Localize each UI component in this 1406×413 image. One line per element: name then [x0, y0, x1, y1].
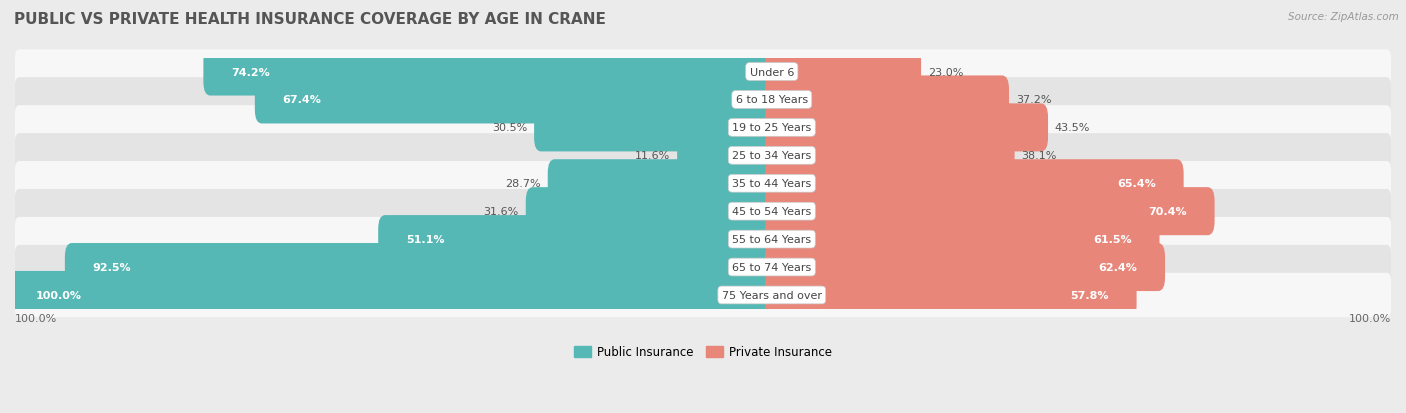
FancyBboxPatch shape — [378, 216, 779, 263]
FancyBboxPatch shape — [254, 76, 779, 124]
FancyBboxPatch shape — [765, 160, 1184, 208]
FancyBboxPatch shape — [15, 217, 1391, 262]
Text: 75 Years and over: 75 Years and over — [721, 290, 821, 300]
Text: Source: ZipAtlas.com: Source: ZipAtlas.com — [1288, 12, 1399, 22]
FancyBboxPatch shape — [526, 188, 779, 236]
Text: 100.0%: 100.0% — [1348, 313, 1391, 323]
FancyBboxPatch shape — [765, 188, 1215, 236]
Text: 19 to 25 Years: 19 to 25 Years — [733, 123, 811, 133]
FancyBboxPatch shape — [765, 216, 1160, 263]
FancyBboxPatch shape — [8, 271, 779, 319]
FancyBboxPatch shape — [204, 48, 779, 96]
Text: 100.0%: 100.0% — [15, 313, 58, 323]
FancyBboxPatch shape — [548, 160, 779, 208]
Text: 92.5%: 92.5% — [93, 262, 131, 273]
FancyBboxPatch shape — [15, 106, 1391, 150]
Text: 35 to 44 Years: 35 to 44 Years — [733, 179, 811, 189]
Text: 51.1%: 51.1% — [406, 235, 444, 244]
FancyBboxPatch shape — [765, 243, 1166, 291]
FancyBboxPatch shape — [765, 76, 1010, 124]
Text: 43.5%: 43.5% — [1054, 123, 1090, 133]
Text: 57.8%: 57.8% — [1070, 290, 1109, 300]
FancyBboxPatch shape — [15, 50, 1391, 95]
Text: 62.4%: 62.4% — [1098, 262, 1137, 273]
Text: 30.5%: 30.5% — [492, 123, 527, 133]
FancyBboxPatch shape — [65, 243, 779, 291]
Text: 28.7%: 28.7% — [505, 179, 541, 189]
Text: Under 6: Under 6 — [749, 67, 794, 77]
Text: 38.1%: 38.1% — [1022, 151, 1057, 161]
FancyBboxPatch shape — [15, 134, 1391, 178]
FancyBboxPatch shape — [765, 132, 1015, 180]
FancyBboxPatch shape — [765, 48, 921, 96]
Text: 45 to 54 Years: 45 to 54 Years — [733, 206, 811, 217]
FancyBboxPatch shape — [678, 132, 779, 180]
Text: 100.0%: 100.0% — [35, 290, 82, 300]
Text: 31.6%: 31.6% — [484, 206, 519, 217]
Text: 6 to 18 Years: 6 to 18 Years — [735, 95, 808, 105]
Text: 74.2%: 74.2% — [231, 67, 270, 77]
Text: 23.0%: 23.0% — [928, 67, 963, 77]
Text: 25 to 34 Years: 25 to 34 Years — [733, 151, 811, 161]
Legend: Public Insurance, Private Insurance: Public Insurance, Private Insurance — [574, 346, 832, 358]
FancyBboxPatch shape — [15, 190, 1391, 234]
FancyBboxPatch shape — [15, 78, 1391, 122]
Text: 11.6%: 11.6% — [636, 151, 671, 161]
Text: 65 to 74 Years: 65 to 74 Years — [733, 262, 811, 273]
Text: 67.4%: 67.4% — [283, 95, 321, 105]
FancyBboxPatch shape — [15, 273, 1391, 318]
Text: 61.5%: 61.5% — [1094, 235, 1132, 244]
Text: 37.2%: 37.2% — [1017, 95, 1052, 105]
FancyBboxPatch shape — [765, 104, 1047, 152]
Text: PUBLIC VS PRIVATE HEALTH INSURANCE COVERAGE BY AGE IN CRANE: PUBLIC VS PRIVATE HEALTH INSURANCE COVER… — [14, 12, 606, 27]
FancyBboxPatch shape — [534, 104, 779, 152]
FancyBboxPatch shape — [15, 161, 1391, 206]
FancyBboxPatch shape — [765, 271, 1136, 319]
Text: 65.4%: 65.4% — [1118, 179, 1156, 189]
Text: 70.4%: 70.4% — [1149, 206, 1187, 217]
Text: 55 to 64 Years: 55 to 64 Years — [733, 235, 811, 244]
FancyBboxPatch shape — [15, 245, 1391, 290]
